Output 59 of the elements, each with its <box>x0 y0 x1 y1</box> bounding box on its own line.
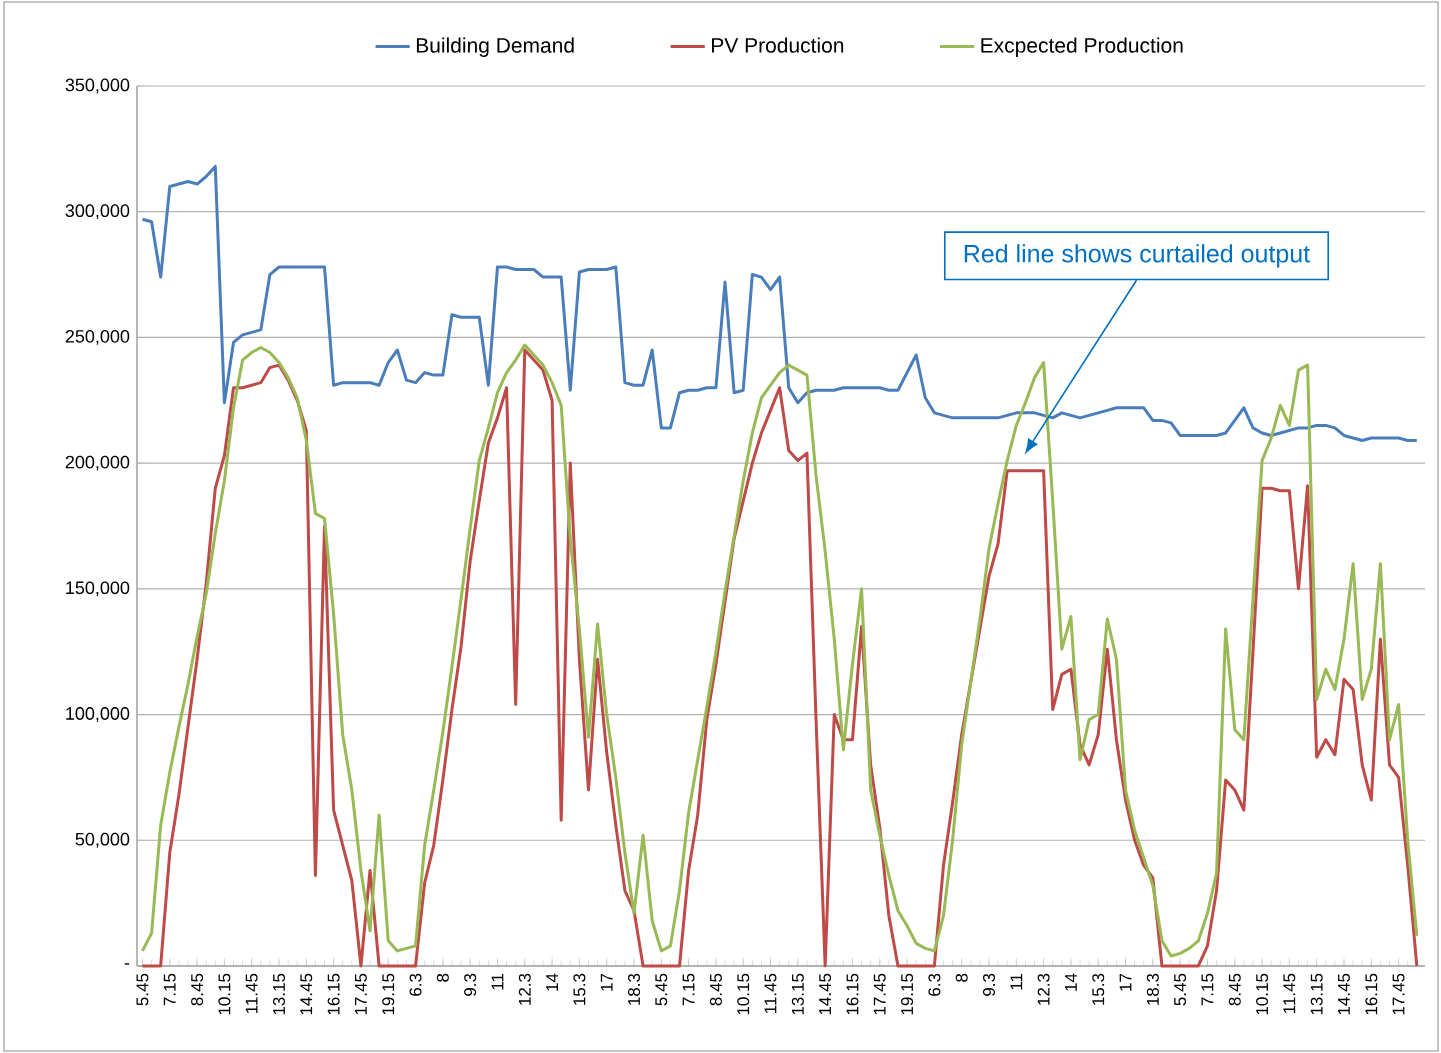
x-tick-label: 16.15 <box>846 973 859 1015</box>
x-tick-label: 8.45 <box>709 973 722 1006</box>
x-tick-label: 9.3 <box>982 973 996 996</box>
x-tick-label: 14.45 <box>819 973 832 1015</box>
x-tick-label: 13.15 <box>791 973 804 1015</box>
legend-label: Excpected Production <box>981 37 1183 57</box>
x-tick-label: 5.45 <box>655 973 668 1006</box>
x-tick-label: 16.15 <box>1365 973 1378 1015</box>
legend-label: Building Demand <box>416 37 574 57</box>
y-tick-label: 100,000 <box>66 707 130 722</box>
x-tick-label: 10.15 <box>737 973 750 1015</box>
x-tick-label: 8 <box>955 973 968 982</box>
x-tick-label: 11.45 <box>245 973 258 1014</box>
x-tick-label: 14.45 <box>300 973 313 1015</box>
x-tick-label: 15.3 <box>1092 973 1105 1005</box>
x-tick-label: 18.3 <box>1146 973 1159 1005</box>
x-tick-label: 7.15 <box>1201 973 1214 1006</box>
x-tick-label: 7.15 <box>682 973 695 1006</box>
y-tick-label: 250,000 <box>65 329 130 345</box>
x-tick-label: 5.45 <box>1174 973 1187 1006</box>
x-tick-label: 10.15 <box>1256 973 1269 1015</box>
x-tick-label: 7.15 <box>163 973 176 1006</box>
x-tick-label: 6.3 <box>409 973 422 996</box>
x-tick-label: 18.3 <box>628 973 641 1005</box>
x-tick-label: 12.3 <box>1037 973 1050 1005</box>
x-tick-label: 8.45 <box>191 973 204 1006</box>
x-tick-label: 13.15 <box>1310 973 1323 1015</box>
legend-label: PV Production <box>712 37 844 53</box>
x-tick-label: 14 <box>546 973 558 991</box>
x-tick-label: 19.15 <box>382 973 395 1015</box>
x-tick-label: 17.45 <box>1392 973 1405 1015</box>
x-tick-label: 6.3 <box>928 973 941 996</box>
x-tick-label: 15.3 <box>573 973 586 1005</box>
x-tick-label: 17 <box>1119 973 1132 991</box>
x-tick-label: 17.45 <box>354 973 367 1015</box>
x-tick-label: 11 <box>491 973 504 990</box>
x-tick-label: 11 <box>1010 973 1023 990</box>
x-tick-label: 17 <box>600 973 613 991</box>
x-tick-label: 19.15 <box>901 973 914 1015</box>
y-tick-label: 150,000 <box>66 581 130 597</box>
y-tick-label: 350,000 <box>65 78 130 94</box>
y-tick-label: 300,000 <box>65 204 130 220</box>
x-tick-label: 16.15 <box>327 973 340 1015</box>
y-tick-label: 50,000 <box>75 832 130 848</box>
x-tick-label: 10.15 <box>218 973 231 1015</box>
x-tick-label: 14 <box>1065 973 1077 991</box>
x-tick-label: 13.15 <box>273 973 286 1015</box>
y-tick-label: - <box>124 963 130 965</box>
x-tick-label: 5.45 <box>136 973 149 1006</box>
x-tick-label: 8 <box>436 973 449 982</box>
y-tick-label: 200,000 <box>65 455 130 471</box>
x-tick-label: 11.45 <box>1283 973 1296 1014</box>
x-tick-label: 17.45 <box>873 973 886 1015</box>
x-tick-label: 14.45 <box>1338 973 1350 1015</box>
x-tick-label: 12.3 <box>518 973 531 1005</box>
x-tick-label: 11.45 <box>764 973 777 1014</box>
x-tick-label: 8.45 <box>1228 973 1241 1006</box>
x-tick-label: 9.3 <box>464 973 477 996</box>
annotation: Red line shows curtailed output <box>964 244 1310 268</box>
